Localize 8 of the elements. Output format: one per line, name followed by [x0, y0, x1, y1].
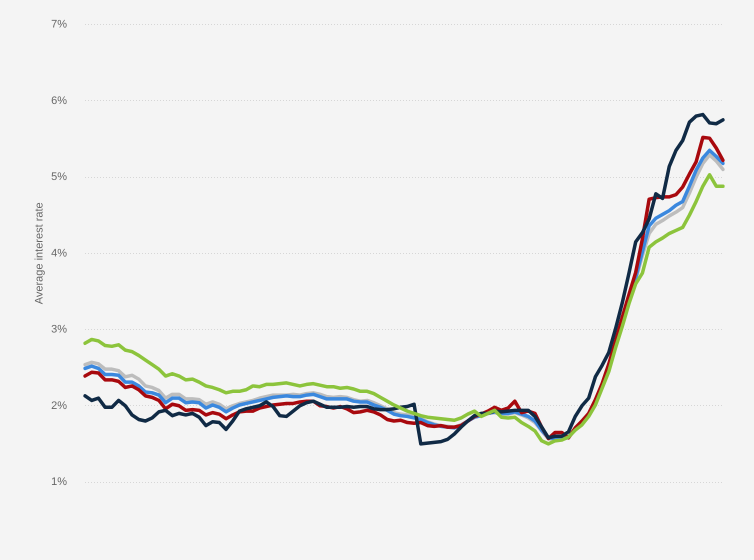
y-tick-label: 2% [51, 400, 68, 412]
y-tick-label: 1% [51, 476, 68, 488]
y-tick-label: 4% [51, 247, 68, 260]
y-tick-label: 7% [51, 18, 68, 31]
y-tick-label: 3% [51, 324, 68, 336]
y-tick-label: 5% [51, 171, 68, 184]
y-axis-title: Average interest rate [34, 202, 46, 304]
y-tick-label: 6% [51, 94, 68, 107]
